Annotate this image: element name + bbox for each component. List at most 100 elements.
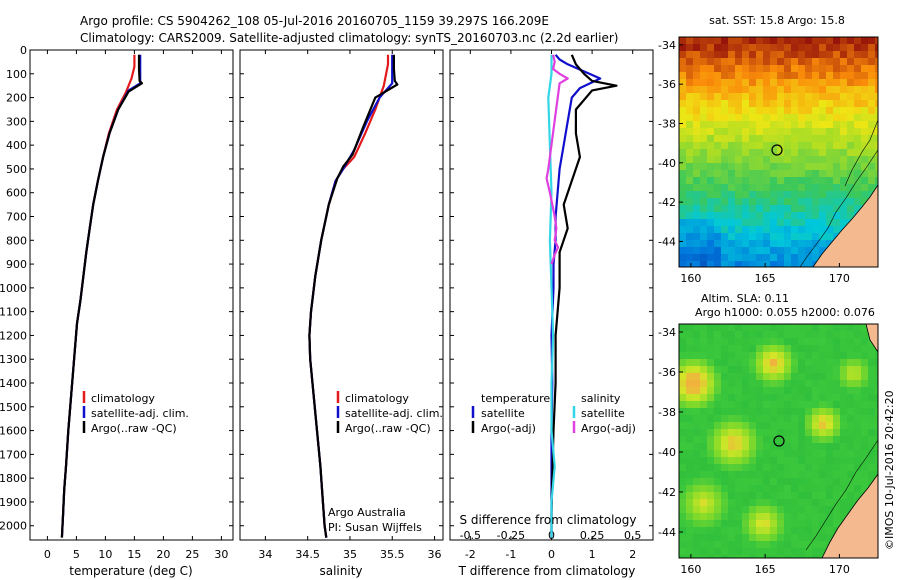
sst-cell — [777, 177, 784, 184]
sla-cell — [707, 387, 714, 394]
sst-cell — [742, 135, 749, 142]
sla-cell — [742, 366, 749, 373]
sst-cell — [763, 261, 770, 267]
temperature-tick-label: 0 — [44, 548, 51, 561]
sla-cell — [791, 366, 798, 373]
sla-cell — [693, 450, 700, 457]
sst-cell — [777, 163, 784, 170]
sla-cell — [749, 429, 756, 436]
sla-cell — [861, 422, 868, 429]
sla-cell — [875, 429, 878, 436]
sla-cell — [679, 548, 686, 555]
s-difference-x-axis-label: S difference from climatology — [460, 513, 637, 527]
sla-cell — [742, 443, 749, 450]
sst-cell — [749, 240, 756, 247]
legend-label-t-argo: Argo(-adj) — [481, 422, 536, 435]
sla-cell — [693, 541, 700, 548]
sst-cell — [700, 198, 707, 205]
sst-cell — [721, 212, 728, 219]
sst-cell — [819, 107, 826, 114]
sla-map-axes: 160 165 170-34-36-38-40-42-44 — [658, 326, 850, 576]
sst-cell — [847, 107, 854, 114]
sst-cell — [679, 156, 686, 163]
sst-cell — [812, 142, 819, 149]
sst-cell — [861, 37, 868, 44]
sst-cell — [777, 205, 784, 212]
sst-cell — [742, 205, 749, 212]
sst-cell — [714, 44, 721, 51]
sla-cell — [693, 513, 700, 520]
sla-cell — [700, 450, 707, 457]
sst-cell — [847, 79, 854, 86]
salinity-x-axis-label: salinity — [319, 564, 362, 578]
sla-cell — [763, 478, 770, 485]
sla-cell — [784, 506, 791, 513]
sst-cell — [805, 107, 812, 114]
sla-cell — [798, 520, 805, 527]
sst-cell — [700, 226, 707, 233]
sst-cell — [707, 247, 714, 254]
map-x-tick-label: 160 — [680, 272, 701, 285]
sla-cell — [693, 506, 700, 513]
sla-cell — [812, 394, 819, 401]
sst-cell — [770, 170, 777, 177]
sla-cell — [714, 352, 721, 359]
sla-cell — [714, 415, 721, 422]
sla-cell — [735, 541, 742, 548]
sla-cell — [707, 548, 714, 555]
map-y-tick-label: -38 — [658, 406, 676, 419]
sla-cell — [721, 513, 728, 520]
sst-cell — [735, 156, 742, 163]
sla-cell — [777, 471, 784, 478]
sst-cell — [833, 219, 840, 226]
sla-cell — [819, 499, 826, 506]
t-difference-tick-label: 0 — [548, 548, 555, 561]
sst-cell — [721, 51, 728, 58]
sst-cell — [833, 128, 840, 135]
sst-cell — [833, 44, 840, 51]
sst-map-land — [799, 119, 878, 267]
sla-cell — [791, 464, 798, 471]
sst-cell — [875, 100, 878, 107]
sla-cell — [714, 408, 721, 415]
sla-cell — [812, 443, 819, 450]
sla-cell — [791, 492, 798, 499]
sla-map — [679, 324, 878, 558]
sla-cell — [728, 324, 735, 331]
sst-cell — [700, 37, 707, 44]
sla-cell — [784, 366, 791, 373]
sla-cell — [805, 401, 812, 408]
depth-tick-label: 1400 — [0, 377, 27, 390]
sst-cell — [721, 44, 728, 51]
sst-cell — [868, 51, 875, 58]
sst-cell — [854, 121, 861, 128]
sla-cell — [847, 436, 854, 443]
sla-cell — [784, 422, 791, 429]
sst-cell — [847, 212, 854, 219]
temperature-plot-frame — [29, 49, 234, 541]
sla-cell — [679, 443, 686, 450]
sst-cell — [791, 86, 798, 93]
sla-cell — [875, 380, 878, 387]
sst-cell — [798, 226, 805, 233]
sla-cell — [812, 366, 819, 373]
sst-cell — [742, 65, 749, 72]
sst-cell — [707, 121, 714, 128]
sst-cell — [777, 128, 784, 135]
sla-cell — [714, 429, 721, 436]
sst-cell — [693, 261, 700, 267]
sla-cell — [819, 471, 826, 478]
sla-cell — [749, 478, 756, 485]
sla-cell — [840, 373, 847, 380]
sst-cell — [728, 184, 735, 191]
sst-cell — [728, 86, 735, 93]
sla-cell — [700, 429, 707, 436]
sla-cell — [812, 373, 819, 380]
map-y-tick-label: -42 — [658, 486, 676, 499]
sst-cell — [686, 37, 693, 44]
sst-cell — [700, 219, 707, 226]
sst-cell — [714, 114, 721, 121]
sla-cell — [686, 324, 693, 331]
sst-cell — [749, 219, 756, 226]
sla-cell — [791, 415, 798, 422]
